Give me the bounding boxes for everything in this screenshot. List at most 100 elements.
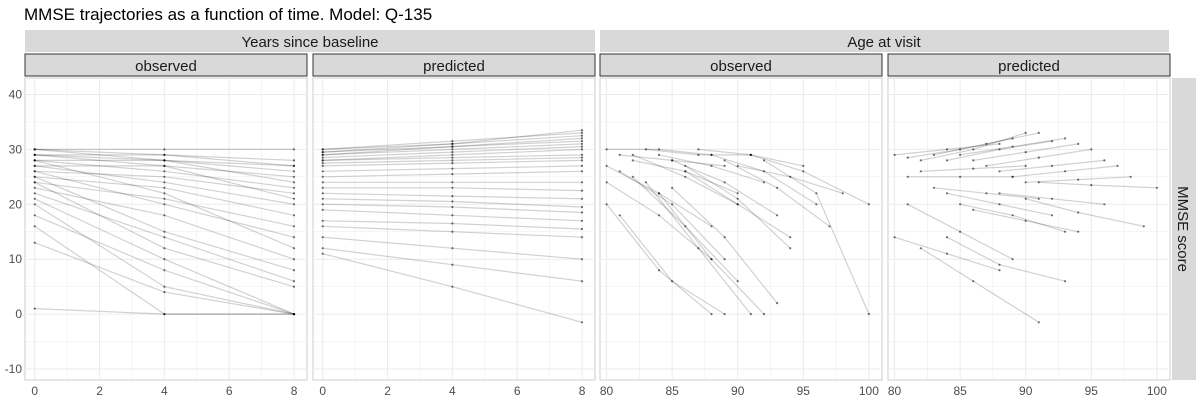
data-point: [932, 153, 936, 156]
data-point: [605, 203, 608, 206]
data-point: [1064, 137, 1067, 140]
data-point: [736, 197, 739, 200]
panel-strip-4-label: predicted: [998, 58, 1060, 75]
data-point: [580, 140, 584, 143]
data-point: [292, 148, 296, 151]
data-point: [292, 159, 296, 162]
data-point: [1077, 211, 1080, 214]
data-point: [580, 164, 584, 167]
data-point: [697, 153, 700, 156]
data-point: [985, 192, 988, 195]
data-point: [697, 247, 700, 250]
data-point: [1037, 197, 1040, 200]
data-point: [163, 203, 166, 206]
y-tick-label: 40: [9, 87, 23, 101]
data-point: [451, 285, 454, 288]
data-point: [972, 280, 975, 283]
data-point: [580, 181, 584, 184]
data-point: [1037, 131, 1040, 134]
data-point: [1064, 280, 1067, 283]
data-point: [292, 164, 296, 167]
data-point: [451, 156, 454, 159]
data-point: [1050, 197, 1054, 200]
data-point: [710, 258, 713, 261]
data-point: [959, 175, 962, 178]
data-point: [580, 153, 584, 156]
data-point: [580, 137, 584, 140]
data-point: [163, 313, 166, 316]
data-point: [292, 197, 296, 200]
data-point: [163, 164, 166, 167]
data-point: [321, 181, 324, 184]
data-point: [163, 148, 166, 151]
data-point: [580, 129, 584, 132]
x-tick-label: 8: [579, 384, 586, 398]
data-point: [33, 186, 36, 189]
data-point: [321, 175, 324, 178]
data-point: [657, 148, 661, 151]
data-point: [684, 225, 687, 228]
data-point: [33, 181, 36, 184]
data-point: [1024, 219, 1027, 222]
panel-strip-1: [24, 53, 308, 77]
data-point: [451, 140, 454, 143]
data-point: [723, 164, 726, 167]
data-point: [33, 203, 36, 206]
data-point: [945, 252, 949, 255]
data-point: [1103, 203, 1106, 206]
x-tick-label: 6: [514, 384, 521, 398]
data-point: [1090, 148, 1093, 151]
x-tick-label: 2: [96, 384, 103, 398]
data-point: [1077, 230, 1080, 233]
panel-strip-3: [599, 53, 883, 77]
data-point: [321, 164, 324, 167]
data-point: [618, 153, 621, 156]
y-tick-label: 20: [9, 197, 23, 211]
data-point: [580, 145, 584, 148]
data-point: [684, 175, 687, 178]
x-tick-label: 95: [1085, 384, 1099, 398]
data-point: [919, 170, 922, 173]
data-point: [451, 162, 454, 165]
data-point: [321, 236, 324, 239]
data-point: [1011, 137, 1014, 140]
data-point: [789, 175, 792, 178]
data-point: [163, 291, 166, 294]
data-point: [580, 258, 584, 261]
data-point: [1155, 186, 1158, 189]
data-point: [33, 153, 36, 156]
data-point: [605, 181, 608, 184]
group-strip-age-label: Age at visit: [847, 34, 921, 51]
x-tick-label: 0: [31, 384, 38, 398]
panel-years-predicted: 0 2 4 6 8: [312, 77, 596, 398]
data-point: [906, 203, 909, 206]
data-point: [1037, 321, 1040, 324]
data-point: [776, 302, 779, 305]
data-point: [749, 313, 752, 316]
data-point: [605, 164, 608, 167]
data-point: [451, 263, 454, 266]
data-point: [33, 159, 36, 162]
data-point: [815, 192, 818, 195]
data-point: [580, 156, 584, 159]
data-point: [33, 307, 36, 310]
data-point: [998, 148, 1001, 151]
data-point: [321, 156, 324, 159]
data-point: [292, 170, 296, 173]
data-point: [580, 227, 584, 231]
data-point: [321, 203, 324, 206]
y-tick-label: 30: [9, 142, 23, 156]
data-point: [671, 159, 674, 162]
y-tick-label: 0: [15, 307, 22, 321]
x-tick-label: 2: [384, 384, 391, 398]
data-point: [1037, 156, 1040, 159]
data-point: [657, 153, 661, 156]
data-point: [932, 186, 936, 189]
data-point: [671, 203, 674, 206]
data-point: [723, 258, 726, 261]
data-point: [697, 148, 700, 151]
data-point: [1077, 142, 1080, 145]
data-point: [802, 164, 805, 167]
data-point: [580, 142, 584, 145]
